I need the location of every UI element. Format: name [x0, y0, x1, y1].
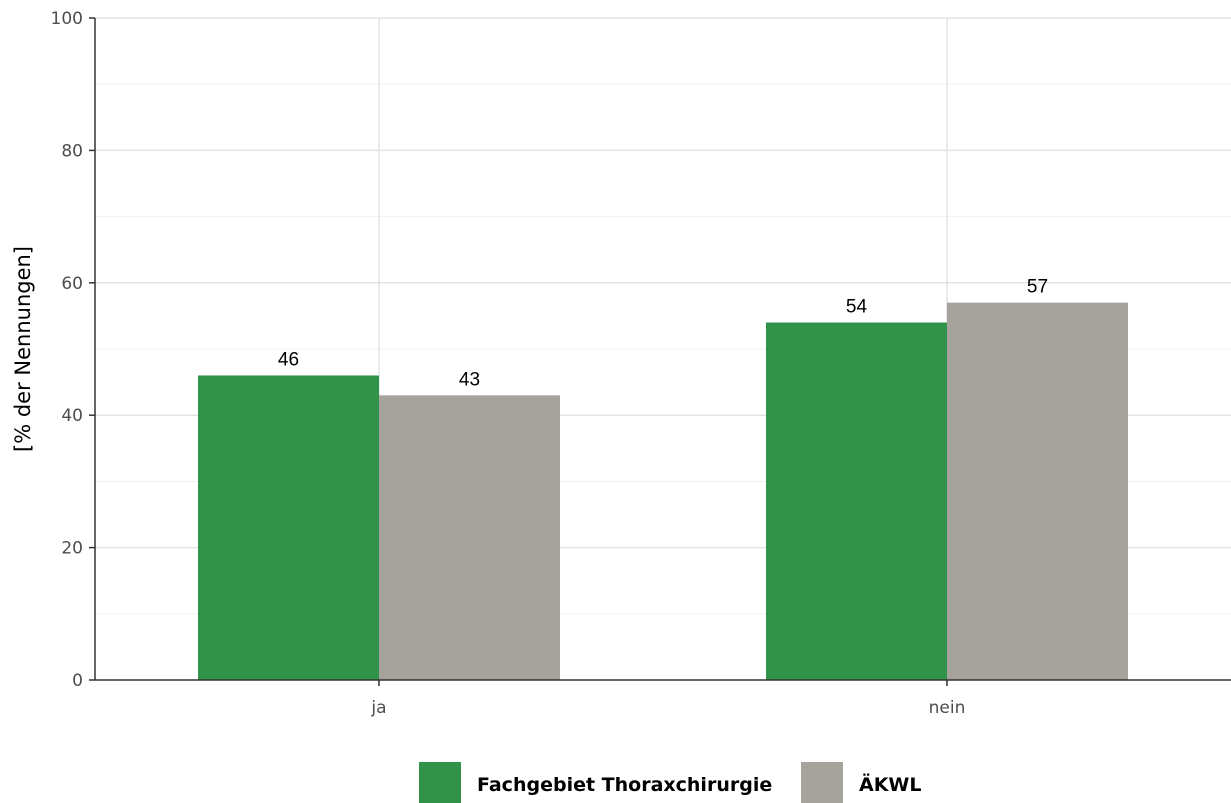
legend-label: Fachgebiet Thoraxchirurgie	[477, 774, 772, 796]
bars: 46 43 54 57	[198, 277, 1128, 680]
legend-label: ÄKWL	[859, 772, 922, 796]
y-tick-label: 60	[61, 274, 83, 294]
y-axis-title: [% der Nennungen]	[11, 246, 35, 452]
x-tick-label: nein	[929, 698, 966, 718]
legend-key	[801, 762, 843, 803]
bar-value-label: 54	[846, 297, 868, 318]
y-tick-label: 40	[61, 406, 83, 426]
bar	[766, 322, 947, 680]
legend-key	[419, 762, 461, 803]
bar	[947, 302, 1128, 680]
y-tick-label: 80	[61, 141, 83, 161]
legend: Fachgebiet Thoraxchirurgie ÄKWL	[419, 762, 922, 803]
x-tick-label: ja	[370, 698, 386, 718]
bar-value-label: 46	[278, 349, 299, 370]
y-tick-label: 100	[51, 9, 83, 29]
bar	[379, 395, 560, 680]
bar-value-label: 43	[459, 369, 480, 390]
bar	[198, 375, 379, 680]
y-tick-label: 20	[61, 539, 83, 559]
bar-value-label: 57	[1027, 277, 1048, 298]
y-tick-label: 0	[72, 671, 83, 691]
axes: 0 20 40 60 80 100 ja nein	[51, 9, 1231, 718]
